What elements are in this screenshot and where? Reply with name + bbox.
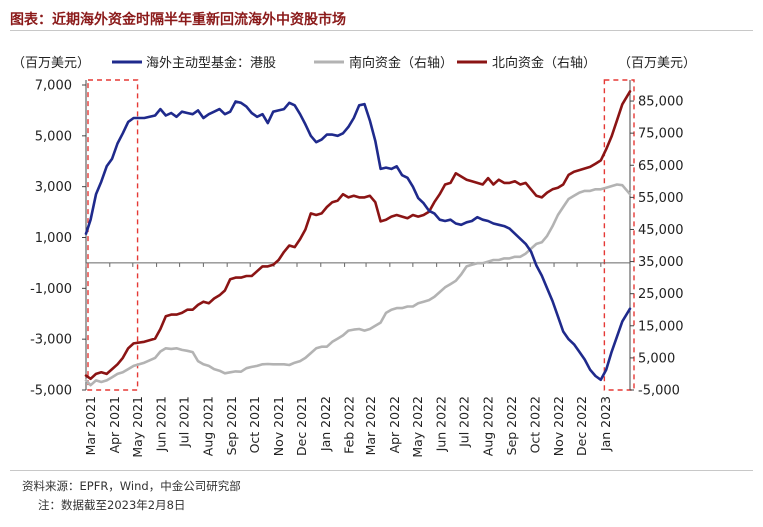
x-tick-label: Mar 2021 [83, 396, 98, 455]
x-tick-label: Sep 2021 [224, 396, 239, 455]
x-tick-label: Dec 2021 [294, 396, 309, 456]
x-tick-label: Sep 2022 [504, 396, 519, 455]
x-tick-label: Nov 2021 [271, 396, 286, 456]
y-right-tick-label: 85,000 [638, 95, 684, 110]
x-tick-label: Dec 2022 [574, 396, 589, 456]
x-tick-label: Oct 2021 [247, 396, 262, 453]
legend-left-unit: （百万美元） [12, 56, 90, 71]
y-left-tick-label: 3,000 [35, 180, 72, 195]
x-tick-label: Jul 2022 [457, 396, 472, 448]
x-tick-label: Apr 2022 [387, 396, 402, 453]
highlight-box-1 [87, 79, 139, 391]
legend-right-unit: （百万美元） [618, 56, 696, 71]
y-right-tick-label: 5,000 [638, 351, 675, 366]
y-left-tick-label: 7,000 [35, 79, 72, 94]
footer-divider [10, 470, 753, 471]
x-tick-label: Mar 2022 [363, 396, 378, 455]
series-line-1 [84, 100, 632, 382]
y-left-tick-label: 5,000 [35, 129, 72, 144]
x-tick-label: Oct 2022 [527, 396, 542, 453]
y-right-tick-label: 75,000 [638, 127, 684, 142]
x-tick-label: May 2022 [410, 396, 425, 458]
y-right-tick-label: 25,000 [638, 287, 684, 302]
title-divider [10, 30, 753, 31]
y-right-tick-label: 65,000 [638, 159, 684, 174]
y-left-tick-label: -1,000 [30, 282, 72, 297]
x-tick-label: Jan 2023 [598, 396, 613, 452]
legend-label-3: 北向资金（右轴） [492, 55, 596, 71]
x-tick-label: Aug 2022 [480, 396, 495, 456]
series-line-2 [84, 183, 632, 387]
x-tick-label: Jun 2021 [154, 396, 169, 452]
y-right-tick-label: 55,000 [638, 191, 684, 206]
x-tick-label: Jul 2021 [177, 396, 192, 448]
x-tick-label: Feb 2022 [342, 396, 357, 454]
y-right-tick-label: 45,000 [638, 223, 684, 238]
date-note: 注：数据截至2023年2月8日 [38, 498, 186, 512]
source-note: 资料来源：EPFR，Wind，中金公司研究部 [22, 479, 241, 493]
x-tick-label: Jun 2022 [434, 396, 449, 452]
legend-label-1: 海外主动型基金：港股 [146, 55, 276, 71]
x-tick-label: Apr 2021 [107, 396, 122, 453]
y-right-tick-label: 15,000 [638, 319, 684, 334]
dual-axis-line-chart: 7,000 5,000 3,000 1,000 -1,000 -3,000 -5,000 85… [12, 55, 696, 458]
legend-label-2: 南向资金（右轴） [349, 55, 453, 71]
highlight-box-2 [603, 79, 635, 391]
y-right-tick-label: 35,000 [638, 255, 684, 270]
x-tick-label: May 2021 [130, 396, 145, 458]
series-line-3 [84, 90, 632, 381]
y-right-tick-label: -5,000 [638, 384, 680, 399]
x-tick-label: Jan 2022 [318, 396, 333, 452]
y-left-tick-label: -3,000 [30, 333, 72, 348]
chart-title: 图表：近期海外资金时隔半年重新回流海外中资股市场 [10, 12, 346, 28]
y-left-tick-label: 1,000 [35, 231, 72, 246]
y-left-tick-label: -5,000 [30, 384, 72, 399]
x-tick-label: Aug 2021 [200, 396, 215, 456]
x-tick-label: Nov 2022 [551, 396, 566, 456]
